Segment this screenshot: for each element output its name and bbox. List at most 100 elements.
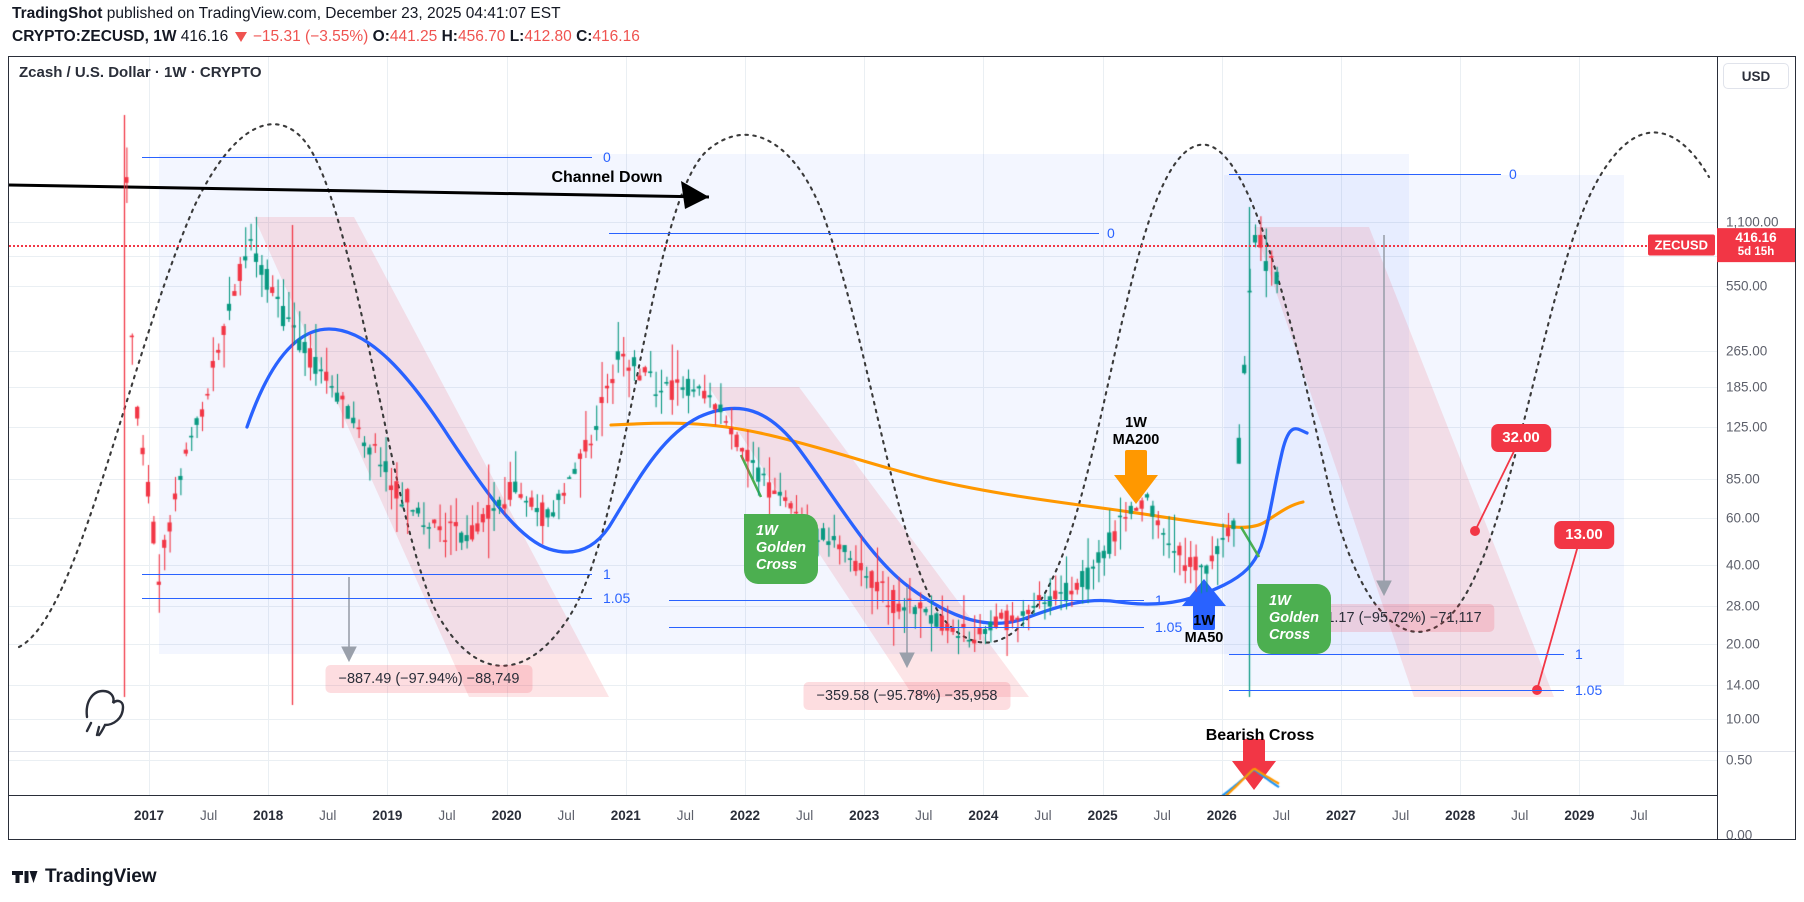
open-label: O: (372, 28, 390, 45)
bar-countdown: 5d 15h (1737, 245, 1775, 258)
level-label-105-a: 1.05 (603, 590, 631, 606)
level-label-105-c: 1.05 (1575, 682, 1603, 698)
currency-badge[interactable]: USD (1723, 63, 1789, 89)
macd-indicator (9, 57, 1719, 839)
level-label-0-c: 0 (1509, 166, 1517, 182)
macd-axis-tick: 0.00 (1726, 827, 1753, 840)
channel-down-label: Channel Down (551, 169, 663, 186)
measure-box-1: −887.49 (−97.94%) −88,749 (325, 665, 533, 693)
time-axis-tick: 2027 (1325, 808, 1357, 823)
footer-brand-text: TradingView (45, 866, 157, 887)
bearish-cross-label: Bearish Cross (1205, 727, 1315, 744)
time-axis-tick: Jul (1153, 808, 1171, 823)
price-axis-tick: 14.00 (1726, 677, 1760, 693)
price-axis-tick: 28.00 (1726, 598, 1760, 614)
ma200-label: 1W MA200 (1112, 415, 1160, 448)
high-label: H: (441, 28, 458, 45)
close-label: C: (576, 28, 593, 45)
level-line-1-a (142, 574, 592, 575)
time-axis-tick: Jul (557, 808, 575, 823)
time-axis-tick: 2022 (729, 808, 761, 823)
time-axis-tick: Jul (1630, 808, 1648, 823)
time-axis-tick: 2026 (1206, 808, 1237, 823)
footer-brand: TradingView (12, 866, 157, 888)
level-label-105-b: 1.05 (1155, 619, 1183, 635)
current-price-line (9, 245, 1719, 247)
time-axis-tick: 2025 (1087, 808, 1118, 823)
level-label-0-b: 0 (1107, 225, 1115, 241)
level-label-0-a: 0 (603, 149, 611, 165)
level-line-1-c (1229, 654, 1564, 655)
current-price-value: 416.16 (1735, 230, 1777, 246)
price-axis-tick: 550.00 (1726, 278, 1768, 294)
time-axis-tick: Jul (1511, 808, 1529, 823)
close-value: 416.16 (592, 28, 640, 45)
level-line-0-a (142, 157, 592, 158)
level-line-105-a (142, 598, 592, 599)
chart-plot-area[interactable]: 0 0 0 1 1.05 1 1.05 1 1.05 −887.49 (−97.… (9, 57, 1719, 839)
time-axis-tick: Jul (676, 808, 695, 823)
high-value: 456.70 (457, 28, 506, 45)
time-axis-tick: 2017 (133, 808, 165, 823)
golden-cross-flag-1-text: 1W Golden Cross (756, 523, 806, 574)
level-line-105-c (1229, 690, 1564, 691)
price-axis-tick: 265.00 (1726, 343, 1768, 359)
time-axis-tick: Jul (199, 808, 218, 823)
time-axis-tick: 2029 (1564, 808, 1595, 823)
last-price: 416.16 (180, 28, 229, 45)
price-change: −15.31 (−3.55%) (252, 28, 369, 45)
price-axis-tick: 185.00 (1726, 379, 1768, 395)
time-axis-tick: Jul (915, 808, 933, 823)
level-label-1-c: 1 (1575, 646, 1583, 662)
low-value: 412.80 (524, 28, 572, 45)
publisher-meta: published on TradingView.com, December 2… (106, 5, 561, 22)
golden-cross-flag-1: 1W Golden Cross 1W Golden Cross (744, 514, 818, 585)
time-axis-tick: 2018 (253, 808, 284, 823)
price-axis-tick: 60.00 (1726, 510, 1760, 526)
time-axis-tick: Jul (795, 808, 814, 823)
publisher-line: TradingShot published on TradingView.com… (12, 5, 561, 23)
time-axis-tick: 2024 (968, 808, 999, 823)
time-axis-tick: 2023 (849, 808, 880, 823)
target-price-13: 13.00 (1554, 521, 1614, 549)
publisher-name: TradingShot (12, 5, 103, 22)
price-axis-tick: 1,100.00 (1726, 214, 1779, 230)
time-axis-tick: Jul (1391, 808, 1410, 823)
level-line-105-b (669, 627, 1144, 628)
time-axis[interactable]: 2017 Jul 2018 Jul 2019 Jul 2020 Jul 2021 Jul 2022 J… (9, 795, 1719, 839)
price-axis-tick: 20.00 (1726, 636, 1760, 652)
macd-axis-tick: 0.50 (1726, 752, 1753, 768)
chart-frame[interactable]: 0 0 0 1 1.05 1 1.05 1 1.05 −887.49 (−97.… (8, 56, 1796, 840)
symbol-ticker: CRYPTO:ZECUSD, 1W (12, 28, 177, 45)
open-value: 441.25 (389, 28, 438, 45)
level-line-0-c (1229, 174, 1501, 175)
low-label: L: (509, 28, 525, 45)
level-label-1-a: 1 (603, 566, 611, 582)
tradingview-logo-icon (12, 871, 38, 883)
price-axis-tick: 10.00 (1726, 711, 1760, 727)
price-axis[interactable]: USD 1,100.00800.00550.00265.00185.00125.… (1717, 57, 1795, 839)
target-price-32: 32.00 (1491, 424, 1551, 452)
level-label-1-b: 1 (1155, 592, 1163, 608)
measure-box-3: 1.17 (−95.72%) −71,117 (1313, 604, 1495, 632)
time-axis-tick: 2020 (491, 808, 522, 823)
price-axis-tick: 125.00 (1726, 419, 1768, 435)
symbol-quote-line: CRYPTO:ZECUSD, 1W 416.16 −15.31 (−3.55%)… (12, 28, 640, 46)
golden-cross-flag-2-text: 1W Golden Cross (1269, 593, 1319, 644)
chart-title: Zcash / U.S. Dollar · 1W · CRYPTO (19, 64, 262, 81)
time-axis-tick: Jul (438, 808, 456, 823)
level-line-1-b (669, 600, 1144, 601)
golden-cross-flag-2: 1W Golden Cross (1257, 584, 1331, 655)
measure-box-2: −359.58 (−95.78%) −35,958 (803, 682, 1011, 710)
level-line-0-b (609, 233, 1099, 234)
ma50-label: 1W MA50 (1184, 613, 1224, 646)
time-axis-tick: Jul (1034, 808, 1052, 823)
time-axis-tick: 2021 (610, 808, 641, 823)
price-axis-tick: 40.00 (1726, 557, 1760, 573)
price-axis-tick: 85.00 (1726, 471, 1760, 487)
time-axis-tick: 2028 (1445, 808, 1476, 823)
down-triangle-icon (234, 32, 247, 42)
time-axis-tick: Jul (319, 808, 337, 823)
time-axis-tick: 2019 (372, 808, 403, 823)
price-line-symbol-tag: ZECUSD (1647, 234, 1715, 256)
